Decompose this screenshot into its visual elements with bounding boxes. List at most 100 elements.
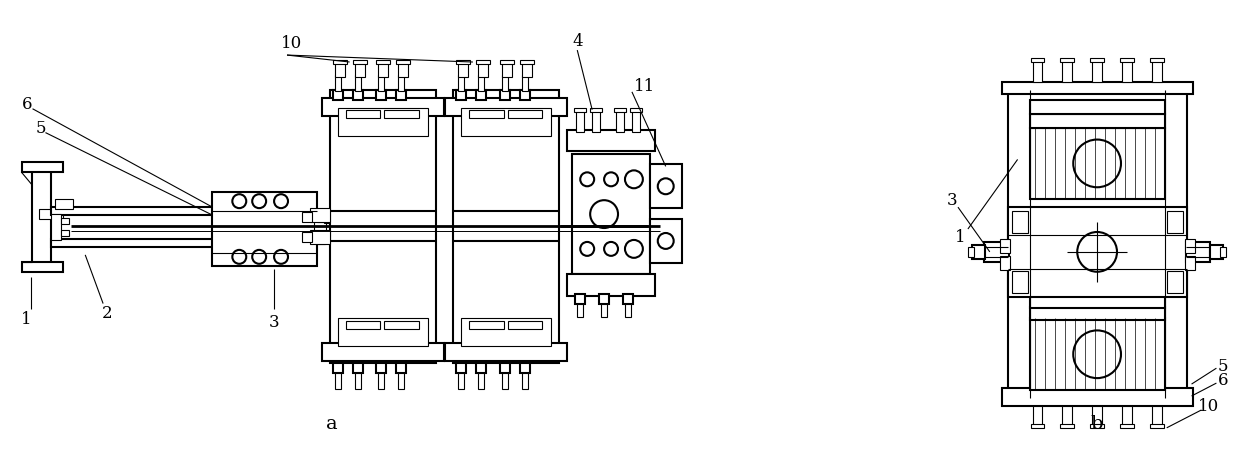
Text: 6: 6 <box>1218 371 1229 388</box>
Text: 6: 6 <box>22 96 32 113</box>
Bar <box>999 257 1009 270</box>
Circle shape <box>232 195 247 209</box>
Bar <box>1008 208 1187 297</box>
Bar <box>301 213 311 223</box>
Bar <box>346 322 381 330</box>
Bar <box>322 99 444 116</box>
Bar <box>1008 91 1187 398</box>
Bar <box>972 245 985 259</box>
Bar <box>322 344 444 362</box>
Bar <box>1090 59 1104 63</box>
Text: 1: 1 <box>955 229 965 246</box>
Bar <box>314 210 326 239</box>
Bar <box>1210 245 1224 259</box>
Bar <box>469 111 503 119</box>
Text: 10: 10 <box>281 35 303 51</box>
Bar <box>397 363 407 373</box>
Bar <box>378 76 384 92</box>
Circle shape <box>252 195 267 209</box>
Bar <box>1060 59 1074 63</box>
Text: 10: 10 <box>1198 398 1219 414</box>
Bar <box>1030 59 1044 63</box>
Bar <box>1090 424 1104 428</box>
Bar <box>1063 61 1073 83</box>
Bar <box>337 108 428 136</box>
Circle shape <box>625 240 642 258</box>
Bar <box>332 363 342 373</box>
Bar <box>520 61 533 65</box>
Bar <box>1029 319 1164 390</box>
Bar <box>476 91 486 100</box>
Bar <box>614 108 626 113</box>
Circle shape <box>274 250 288 264</box>
Circle shape <box>580 243 594 257</box>
Bar <box>1120 424 1133 428</box>
Bar <box>632 111 640 132</box>
Circle shape <box>580 173 594 187</box>
Text: 11: 11 <box>634 78 656 95</box>
Bar <box>593 111 600 132</box>
Bar <box>616 111 624 132</box>
Bar <box>337 319 428 347</box>
Bar <box>317 215 325 223</box>
Bar <box>1152 406 1162 426</box>
Bar <box>477 63 487 78</box>
Bar <box>317 237 325 244</box>
Bar <box>476 363 486 373</box>
Bar <box>61 231 69 237</box>
Bar <box>1220 247 1226 257</box>
Circle shape <box>1074 331 1121 378</box>
Bar <box>522 373 527 389</box>
Bar <box>1033 61 1043 83</box>
Bar <box>522 76 527 92</box>
Bar <box>335 76 341 92</box>
Bar <box>332 61 347 65</box>
Bar <box>1122 406 1132 426</box>
Bar <box>378 373 384 389</box>
Bar <box>1002 388 1193 406</box>
Bar <box>1012 271 1028 293</box>
Bar <box>502 373 507 389</box>
Bar <box>335 63 345 78</box>
Bar <box>1060 424 1074 428</box>
Bar <box>445 344 568 362</box>
Bar <box>983 243 1008 262</box>
Bar <box>1152 61 1162 83</box>
Bar <box>477 373 484 389</box>
Bar <box>56 216 63 222</box>
Bar <box>51 208 250 216</box>
Circle shape <box>625 171 642 189</box>
Text: 2: 2 <box>102 304 113 321</box>
Bar <box>1149 424 1163 428</box>
Bar <box>355 63 365 78</box>
Bar <box>378 63 388 78</box>
Circle shape <box>604 173 618 187</box>
Bar <box>355 76 361 92</box>
Bar <box>346 111 381 119</box>
Circle shape <box>657 179 673 195</box>
Circle shape <box>657 233 673 250</box>
Bar <box>520 363 529 373</box>
Bar <box>51 215 61 240</box>
Text: 5: 5 <box>35 120 46 137</box>
Bar <box>397 91 407 100</box>
Bar <box>40 210 53 219</box>
Bar <box>456 363 466 373</box>
Text: 3: 3 <box>946 191 957 208</box>
Bar <box>397 61 410 65</box>
Bar <box>377 91 387 100</box>
Bar <box>601 304 608 318</box>
Bar <box>575 294 585 304</box>
Bar <box>445 99 568 116</box>
Bar <box>1184 239 1194 253</box>
Bar <box>476 61 490 65</box>
Bar <box>507 322 542 330</box>
Bar <box>574 108 587 113</box>
Bar <box>622 294 632 304</box>
Bar <box>21 262 63 272</box>
Bar <box>630 108 642 113</box>
Text: 5: 5 <box>1218 357 1229 374</box>
Bar <box>500 61 513 65</box>
Bar <box>590 108 603 113</box>
Bar <box>461 108 552 136</box>
